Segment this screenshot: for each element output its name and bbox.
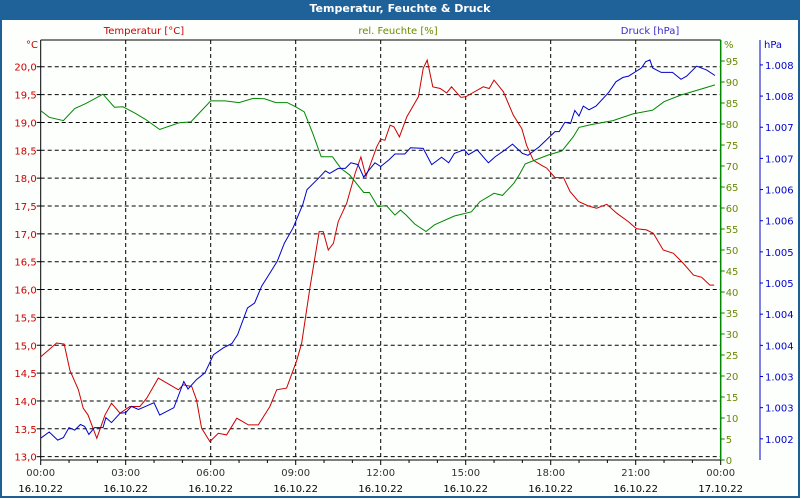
x-tick-date: 16.10.22 [443, 484, 488, 495]
pressure-tick-label: 1.006 [765, 217, 794, 228]
temp-tick-label: 17,0 [14, 230, 36, 241]
pressure-tick-label: 1.007 [765, 123, 794, 134]
temperature-unit: °C [26, 40, 38, 51]
temp-tick-label: 19,0 [14, 118, 36, 129]
humidity-tick-label: 70 [726, 162, 739, 173]
legend-temperature: Temperatur [°C] [103, 26, 184, 37]
x-tick-date: 16.10.22 [358, 484, 403, 495]
humidity-unit: % [724, 40, 734, 51]
pressure-series-line [40, 59, 716, 441]
temp-tick-label: 14,5 [14, 369, 36, 380]
x-tick-date: 16.10.22 [528, 484, 573, 495]
humidity-tick-label: 50 [726, 246, 739, 257]
humidity-tick-label: 95 [726, 57, 739, 68]
humidity-tick-label: 10 [726, 414, 739, 425]
temp-tick-label: 18,5 [14, 146, 36, 157]
pressure-tick-label: 1.004 [765, 310, 794, 321]
temp-tick-label: 19,5 [14, 91, 36, 102]
pressure-tick-label: 1.005 [765, 279, 794, 290]
humidity-tick-label: 55 [726, 225, 739, 236]
legend-pressure: Druck [hPa] [621, 26, 680, 37]
humidity-tick-label: 45 [726, 267, 739, 278]
temp-tick-label: 15,0 [14, 341, 36, 352]
humidity-tick-label: 15 [726, 393, 739, 404]
pressure-tick-label: 1.008 [765, 61, 794, 72]
legend-humidity: rel. Feuchte [%] [358, 26, 437, 37]
x-tick-date: 16.10.22 [188, 484, 233, 495]
humidity-tick-label: 30 [726, 330, 739, 341]
x-tick-time: 21:00 [621, 468, 650, 479]
temp-tick-label: 20,0 [14, 63, 36, 74]
humidity-tick-label: 75 [726, 141, 739, 152]
x-tick-date: 16.10.22 [103, 484, 148, 495]
temp-tick-label: 16,0 [14, 286, 36, 297]
window-title: Temperatur, Feuchte & Druck [0, 0, 800, 20]
x-tick-time: 03:00 [111, 468, 140, 479]
temp-tick-label: 13,5 [14, 425, 36, 436]
pressure-tick-label: 1.004 [765, 341, 794, 352]
pressure-tick-label: 1.002 [765, 435, 794, 446]
pressure-tick-label: 1.007 [765, 154, 794, 165]
x-tick-date: 16.10.22 [613, 484, 658, 495]
temp-tick-label: 16,5 [14, 258, 36, 269]
x-tick-time: 00:00 [26, 468, 55, 479]
temp-tick-label: 14,0 [14, 397, 36, 408]
humidity-tick-label: 65 [726, 183, 739, 194]
pressure-tick-label: 1.003 [765, 404, 794, 415]
x-tick-time: 06:00 [196, 468, 225, 479]
x-tick-time: 09:00 [281, 468, 310, 479]
pressure-tick-label: 1.005 [765, 248, 794, 259]
temp-tick-label: 18,0 [14, 174, 36, 185]
pressure-unit: hPa [764, 40, 782, 51]
humidity-series-line [40, 84, 716, 233]
temperature-series-line [40, 58, 715, 443]
temp-tick-label: 17,5 [14, 202, 36, 213]
x-tick-time: 18:00 [536, 468, 565, 479]
humidity-tick-label: 60 [726, 204, 739, 215]
x-tick-date: 17.10.22 [698, 484, 743, 495]
x-tick-time: 15:00 [451, 468, 480, 479]
humidity-tick-label: 90 [726, 78, 739, 89]
humidity-tick-label: 40 [726, 288, 739, 299]
x-tick-time: 00:00 [706, 468, 735, 479]
humidity-tick-label: 35 [726, 309, 739, 320]
humidity-tick-label: 0 [726, 456, 732, 467]
humidity-tick-label: 80 [726, 120, 739, 131]
humidity-tick-label: 25 [726, 351, 739, 362]
pressure-tick-label: 1.006 [765, 186, 794, 197]
x-tick-date: 16.10.22 [18, 484, 63, 495]
temp-tick-label: 15,5 [14, 313, 36, 324]
x-tick-date: 16.10.22 [273, 484, 318, 495]
pressure-tick-label: 1.008 [765, 92, 794, 103]
temp-tick-label: 13,0 [14, 453, 36, 464]
humidity-tick-label: 85 [726, 99, 739, 110]
humidity-tick-label: 20 [726, 372, 739, 383]
humidity-tick-label: 5 [726, 435, 732, 446]
x-tick-time: 12:00 [366, 468, 395, 479]
pressure-tick-label: 1.003 [765, 372, 794, 383]
